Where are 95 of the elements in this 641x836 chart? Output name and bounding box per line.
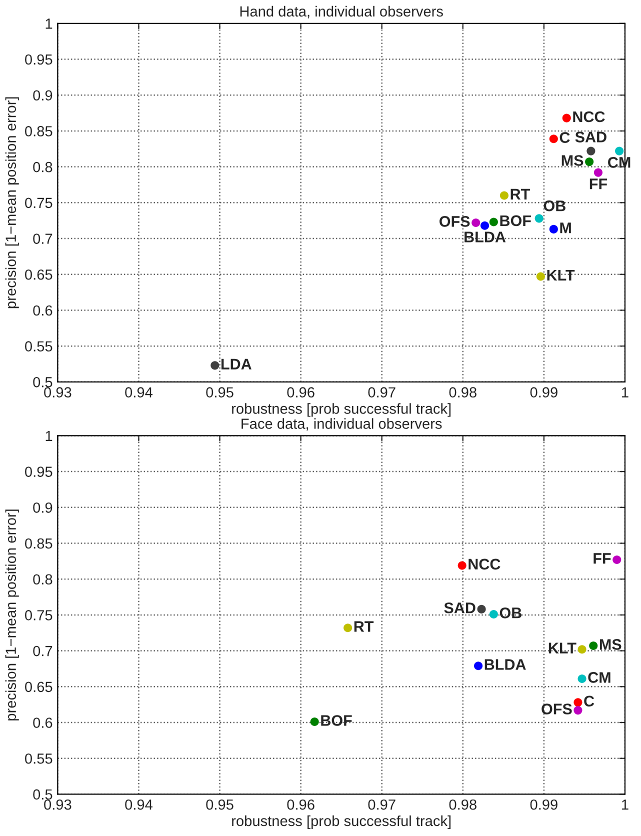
series-label: SAD	[444, 602, 476, 614]
y-tick-label: 0.75	[25, 198, 52, 208]
y-tick-label: 0.65	[25, 269, 52, 280]
series-label: M	[560, 222, 571, 234]
x-tick-label: 0.95	[206, 387, 234, 398]
y-tick-label: 0.5	[33, 789, 52, 800]
y-tick-label: 0.6	[33, 718, 52, 728]
point	[612, 555, 622, 564]
x-tick-label: 0.97	[368, 387, 396, 398]
series-label: OFS	[440, 216, 470, 227]
series-label: KLT	[547, 270, 575, 280]
y-axis-title: precision [1−mean position error]	[5, 510, 19, 720]
point	[480, 221, 490, 230]
x-tick-label: 0.93	[44, 799, 72, 810]
point	[549, 224, 558, 234]
series-label: BLDA	[484, 659, 526, 670]
series-label: OB	[544, 200, 566, 212]
point	[578, 674, 586, 684]
point	[574, 698, 582, 707]
series-label: MS	[562, 155, 584, 166]
y-tick-label: 0.95	[25, 466, 52, 477]
point	[477, 604, 486, 614]
point	[489, 218, 498, 226]
point	[589, 641, 598, 650]
point	[562, 114, 571, 122]
series-label: C	[560, 132, 570, 143]
point	[458, 561, 466, 570]
y-tick-label: 0.8	[33, 574, 52, 585]
y-tick-label: 0.85	[25, 126, 52, 136]
point	[536, 272, 545, 281]
x-tick-label: 0.99	[530, 799, 558, 810]
y-tick-label: 0.7	[33, 234, 52, 244]
point	[578, 645, 586, 654]
y-tick-label: 1	[46, 18, 52, 29]
x-axis-title: robustness [prob successful track]	[232, 403, 451, 417]
y-tick-label: 1	[46, 430, 52, 441]
y-tick-label: 0.9	[33, 90, 52, 101]
x-tick-label: 0.97	[368, 799, 396, 810]
series-label: RT	[354, 621, 374, 632]
series-label: SAD	[575, 132, 606, 142]
y-tick-label: 0.55	[25, 753, 52, 764]
point	[472, 218, 480, 228]
point	[500, 191, 509, 200]
series-label: MS	[600, 639, 622, 650]
x-tick-label: 0.94	[125, 387, 152, 398]
y-tick-label: 0.85	[25, 538, 52, 549]
y-tick-label: 0.55	[25, 341, 52, 352]
point	[210, 361, 220, 370]
point	[586, 146, 596, 156]
series-label: FF	[594, 553, 611, 564]
series-label: NCC	[573, 111, 605, 122]
y-tick-label: 0.95	[25, 54, 52, 65]
point	[585, 158, 594, 166]
series-label: RT	[510, 188, 530, 200]
series-label: FF	[590, 178, 608, 190]
y-tick-label: 0.65	[25, 682, 52, 692]
point	[489, 610, 498, 619]
series-label: LDA	[221, 358, 252, 370]
x-tick-label: 0.93	[44, 387, 72, 398]
x-tick-label: 0.99	[530, 387, 558, 398]
point	[474, 662, 483, 670]
y-tick-label: 0.9	[33, 502, 52, 513]
point	[344, 624, 352, 632]
y-tick-label: 0.7	[33, 646, 52, 656]
x-tick-label: 0.96	[287, 387, 314, 398]
series-label: OB	[500, 608, 522, 618]
series-label: BLDA	[464, 232, 506, 242]
y-axis-title: precision [1−mean position error]	[5, 97, 19, 308]
chart-title: Face data, individual observers	[242, 418, 442, 431]
x-tick-label: 1	[622, 387, 628, 398]
point	[615, 146, 624, 156]
series-label: OFS	[542, 704, 572, 714]
series-label: BOF	[500, 215, 531, 226]
x-tick-label: 1	[622, 800, 628, 810]
y-tick-label: 0.75	[25, 610, 52, 620]
y-tick-label: 0.5	[33, 377, 52, 388]
point	[594, 168, 603, 177]
x-tick-label: 0.94	[125, 799, 152, 810]
y-tick-label: 0.6	[33, 305, 52, 316]
series-label: BOF	[321, 715, 352, 726]
point	[310, 718, 319, 726]
point	[534, 214, 544, 223]
series-label: KLT	[548, 642, 576, 654]
series-label: C	[584, 696, 594, 707]
x-tick-label: 0.96	[287, 799, 314, 810]
x-tick-label: 0.98	[449, 387, 476, 398]
x-axis-title: robustness [prob successful track]	[232, 815, 451, 830]
point	[549, 134, 558, 144]
point	[574, 706, 582, 715]
x-tick-label: 0.98	[449, 799, 476, 810]
series-label: NCC	[468, 558, 500, 570]
chart-title: Hand data, individual observers	[240, 6, 443, 18]
x-tick-label: 0.95	[206, 799, 234, 810]
series-label: CM	[588, 672, 610, 683]
y-tick-label: 0.8	[33, 162, 52, 172]
